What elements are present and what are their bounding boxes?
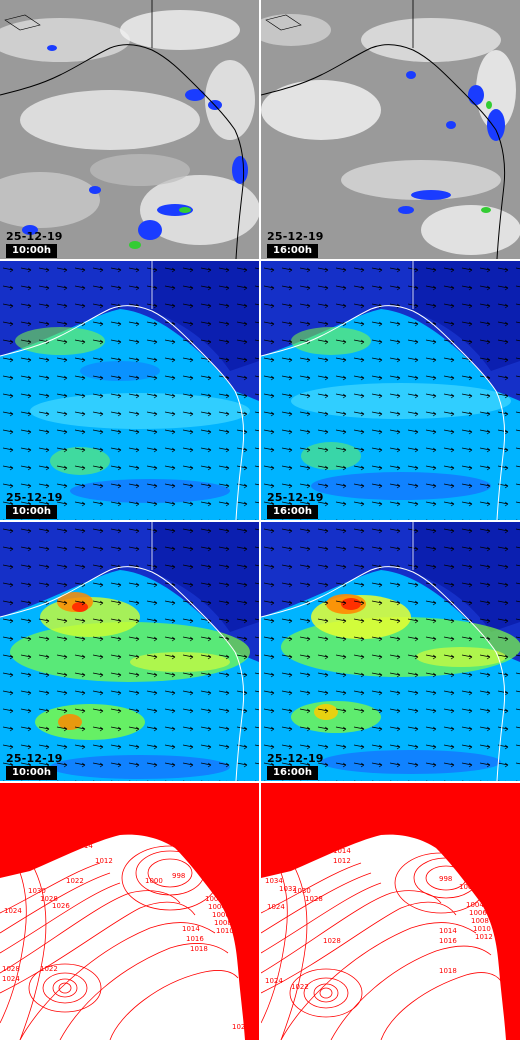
- time-label: 16:00h: [267, 766, 318, 780]
- time-label: 16:00h: [267, 244, 318, 258]
- date-label: 25-12-19: [6, 230, 63, 243]
- isobar-label: 1028: [2, 965, 20, 973]
- isobar-label: 1022: [66, 877, 84, 885]
- isobar-label: 1024: [267, 903, 285, 911]
- isobar-label: 1012: [95, 857, 113, 865]
- time-label: 10:00h: [6, 505, 57, 519]
- pressure-panel-left: 1024 1030 1028 1026 1022 1014 1012 998 1…: [0, 783, 259, 1040]
- isobar-label: 1000: [459, 883, 477, 891]
- wind-surface-panel-10h: 25-12-19 10:00h: [0, 261, 259, 520]
- isobar-label: 1010: [473, 925, 491, 933]
- date-label: 25-12-19: [6, 491, 63, 504]
- isobar-label: 998: [172, 872, 185, 880]
- pressure-panel-right: 1034 1032 1030 1028 1024 1014 1012 998 1…: [261, 783, 520, 1040]
- isobar-label: 1016: [439, 937, 457, 945]
- date-label: 25-12-19: [267, 752, 324, 765]
- isobar-label: 1024: [265, 977, 283, 985]
- satellite-panel-10h: 25-12-19 10:00h: [0, 0, 259, 259]
- isobar-label: 1018: [190, 945, 208, 953]
- isobar-label: 1028: [305, 895, 323, 903]
- isobar-label: 1002: [205, 895, 223, 903]
- wind-map: [0, 261, 259, 520]
- isobar-label: 1022: [232, 1023, 250, 1031]
- wind-surface-panel-16h: 25-12-19 16:00h: [261, 261, 520, 520]
- isobar-label: 1024: [4, 907, 22, 915]
- date-label: 25-12-19: [267, 491, 324, 504]
- isobar-map: 1034 1032 1030 1028 1024 1014 1012 998 1…: [261, 783, 520, 1040]
- satellite-map: [261, 0, 520, 259]
- date-label: 25-12-19: [6, 752, 63, 765]
- isobar-label: 1014: [439, 927, 457, 935]
- isobar-label: 1014: [333, 847, 351, 855]
- time-label: 16:00h: [267, 505, 318, 519]
- time-label: 10:00h: [6, 766, 57, 780]
- isobar-label: 1004: [466, 901, 484, 909]
- isobar-label: 1030: [28, 887, 46, 895]
- isobar-label: 1026: [52, 902, 70, 910]
- isobar-label: 1014: [182, 925, 200, 933]
- isobar-label: 1028: [40, 895, 58, 903]
- isobar-label: 1024: [2, 975, 20, 983]
- date-label: 25-12-19: [267, 230, 324, 243]
- isobar-label: 1034: [265, 877, 283, 885]
- isobar-label: 1008: [471, 917, 489, 925]
- isobar-label: 1006: [469, 909, 487, 917]
- wind-altitude-panel-16h: 25-12-19 16:00h: [261, 522, 520, 781]
- isobar-label: 1022: [40, 965, 58, 973]
- isobar-label: 1018: [439, 967, 457, 975]
- wind-map: [261, 261, 520, 520]
- time-label: 10:00h: [6, 244, 57, 258]
- isobar-label: 1014: [75, 842, 93, 850]
- isobar-label: 1010: [216, 927, 234, 935]
- isobar-label: 1032: [279, 885, 297, 893]
- isobar-label: 1000: [145, 877, 163, 885]
- isobar-label: 1022: [291, 983, 309, 991]
- wind-map: [261, 522, 520, 781]
- isobar-label: 1016: [186, 935, 204, 943]
- satellite-panel-16h: 25-12-19 16:00h: [261, 0, 520, 259]
- isobar-label: 1012: [333, 857, 351, 865]
- isobar-label: 1028: [323, 937, 341, 945]
- isobar-label: 1006: [212, 911, 230, 919]
- isobar-label: 1004: [208, 903, 226, 911]
- satellite-map: [0, 0, 259, 259]
- isobar-map: 1024 1030 1028 1026 1022 1014 1012 998 1…: [0, 783, 259, 1040]
- isobar-label: 1008: [214, 919, 232, 927]
- isobar-label: 1012: [475, 933, 493, 941]
- wind-map: [0, 522, 259, 781]
- isobar-label: 998: [439, 875, 452, 883]
- isobar-label: 1030: [293, 887, 311, 895]
- wind-altitude-panel-10h: 25-12-19 10:00h: [0, 522, 259, 781]
